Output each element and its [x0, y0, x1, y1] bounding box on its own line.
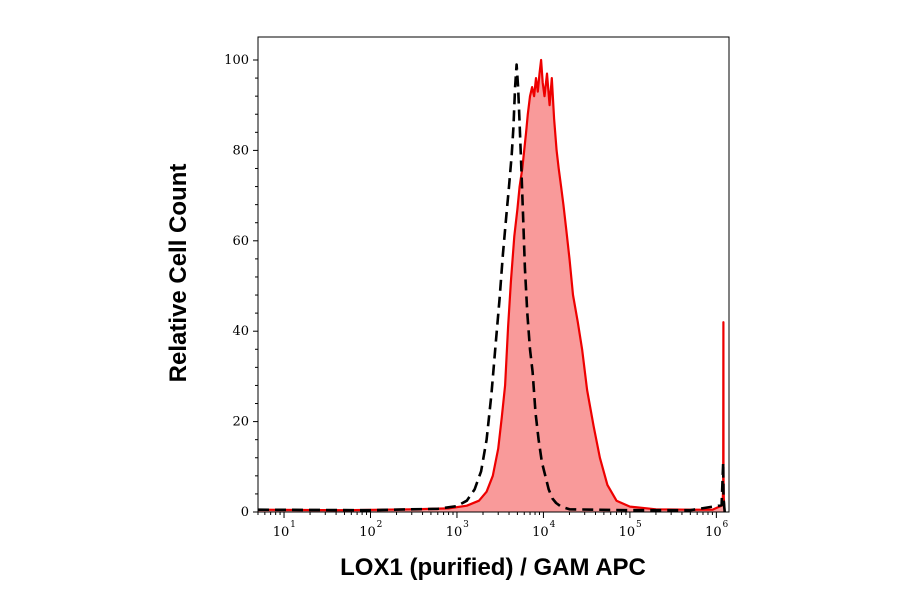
y-axis-title: Relative Cell Count [165, 164, 192, 383]
x-tick-exponent: 2 [377, 520, 383, 530]
y-tick-label: 100 [224, 53, 249, 68]
series-line-0 [257, 58, 726, 513]
series-fill-0 [258, 60, 725, 512]
series-layer [257, 58, 726, 513]
y-tick-label: 80 [232, 143, 249, 158]
x-tick-exponent: 4 [550, 520, 556, 530]
x-tick-label: 10 [273, 525, 290, 540]
x-tick-label: 10 [619, 525, 636, 540]
plot-frame [257, 36, 730, 513]
y-tick-label: 0 [241, 505, 249, 520]
x-tick-exponent: 1 [290, 520, 296, 530]
y-tick-label: 40 [232, 324, 249, 339]
x-tick-label: 10 [359, 525, 376, 540]
y-tick-label: 60 [232, 234, 249, 249]
series-line-1 [257, 63, 726, 513]
x-tick-exponent: 5 [636, 520, 642, 530]
x-tick-label: 10 [446, 525, 463, 540]
y-tick-label: 20 [232, 415, 249, 430]
x-tick-label: 10 [705, 525, 722, 540]
x-tick-exponent: 3 [463, 520, 469, 530]
x-tick-exponent: 6 [722, 520, 728, 530]
x-axis-title: LOX1 (purified) / GAM APC [340, 554, 646, 581]
x-tick-label: 10 [532, 525, 549, 540]
